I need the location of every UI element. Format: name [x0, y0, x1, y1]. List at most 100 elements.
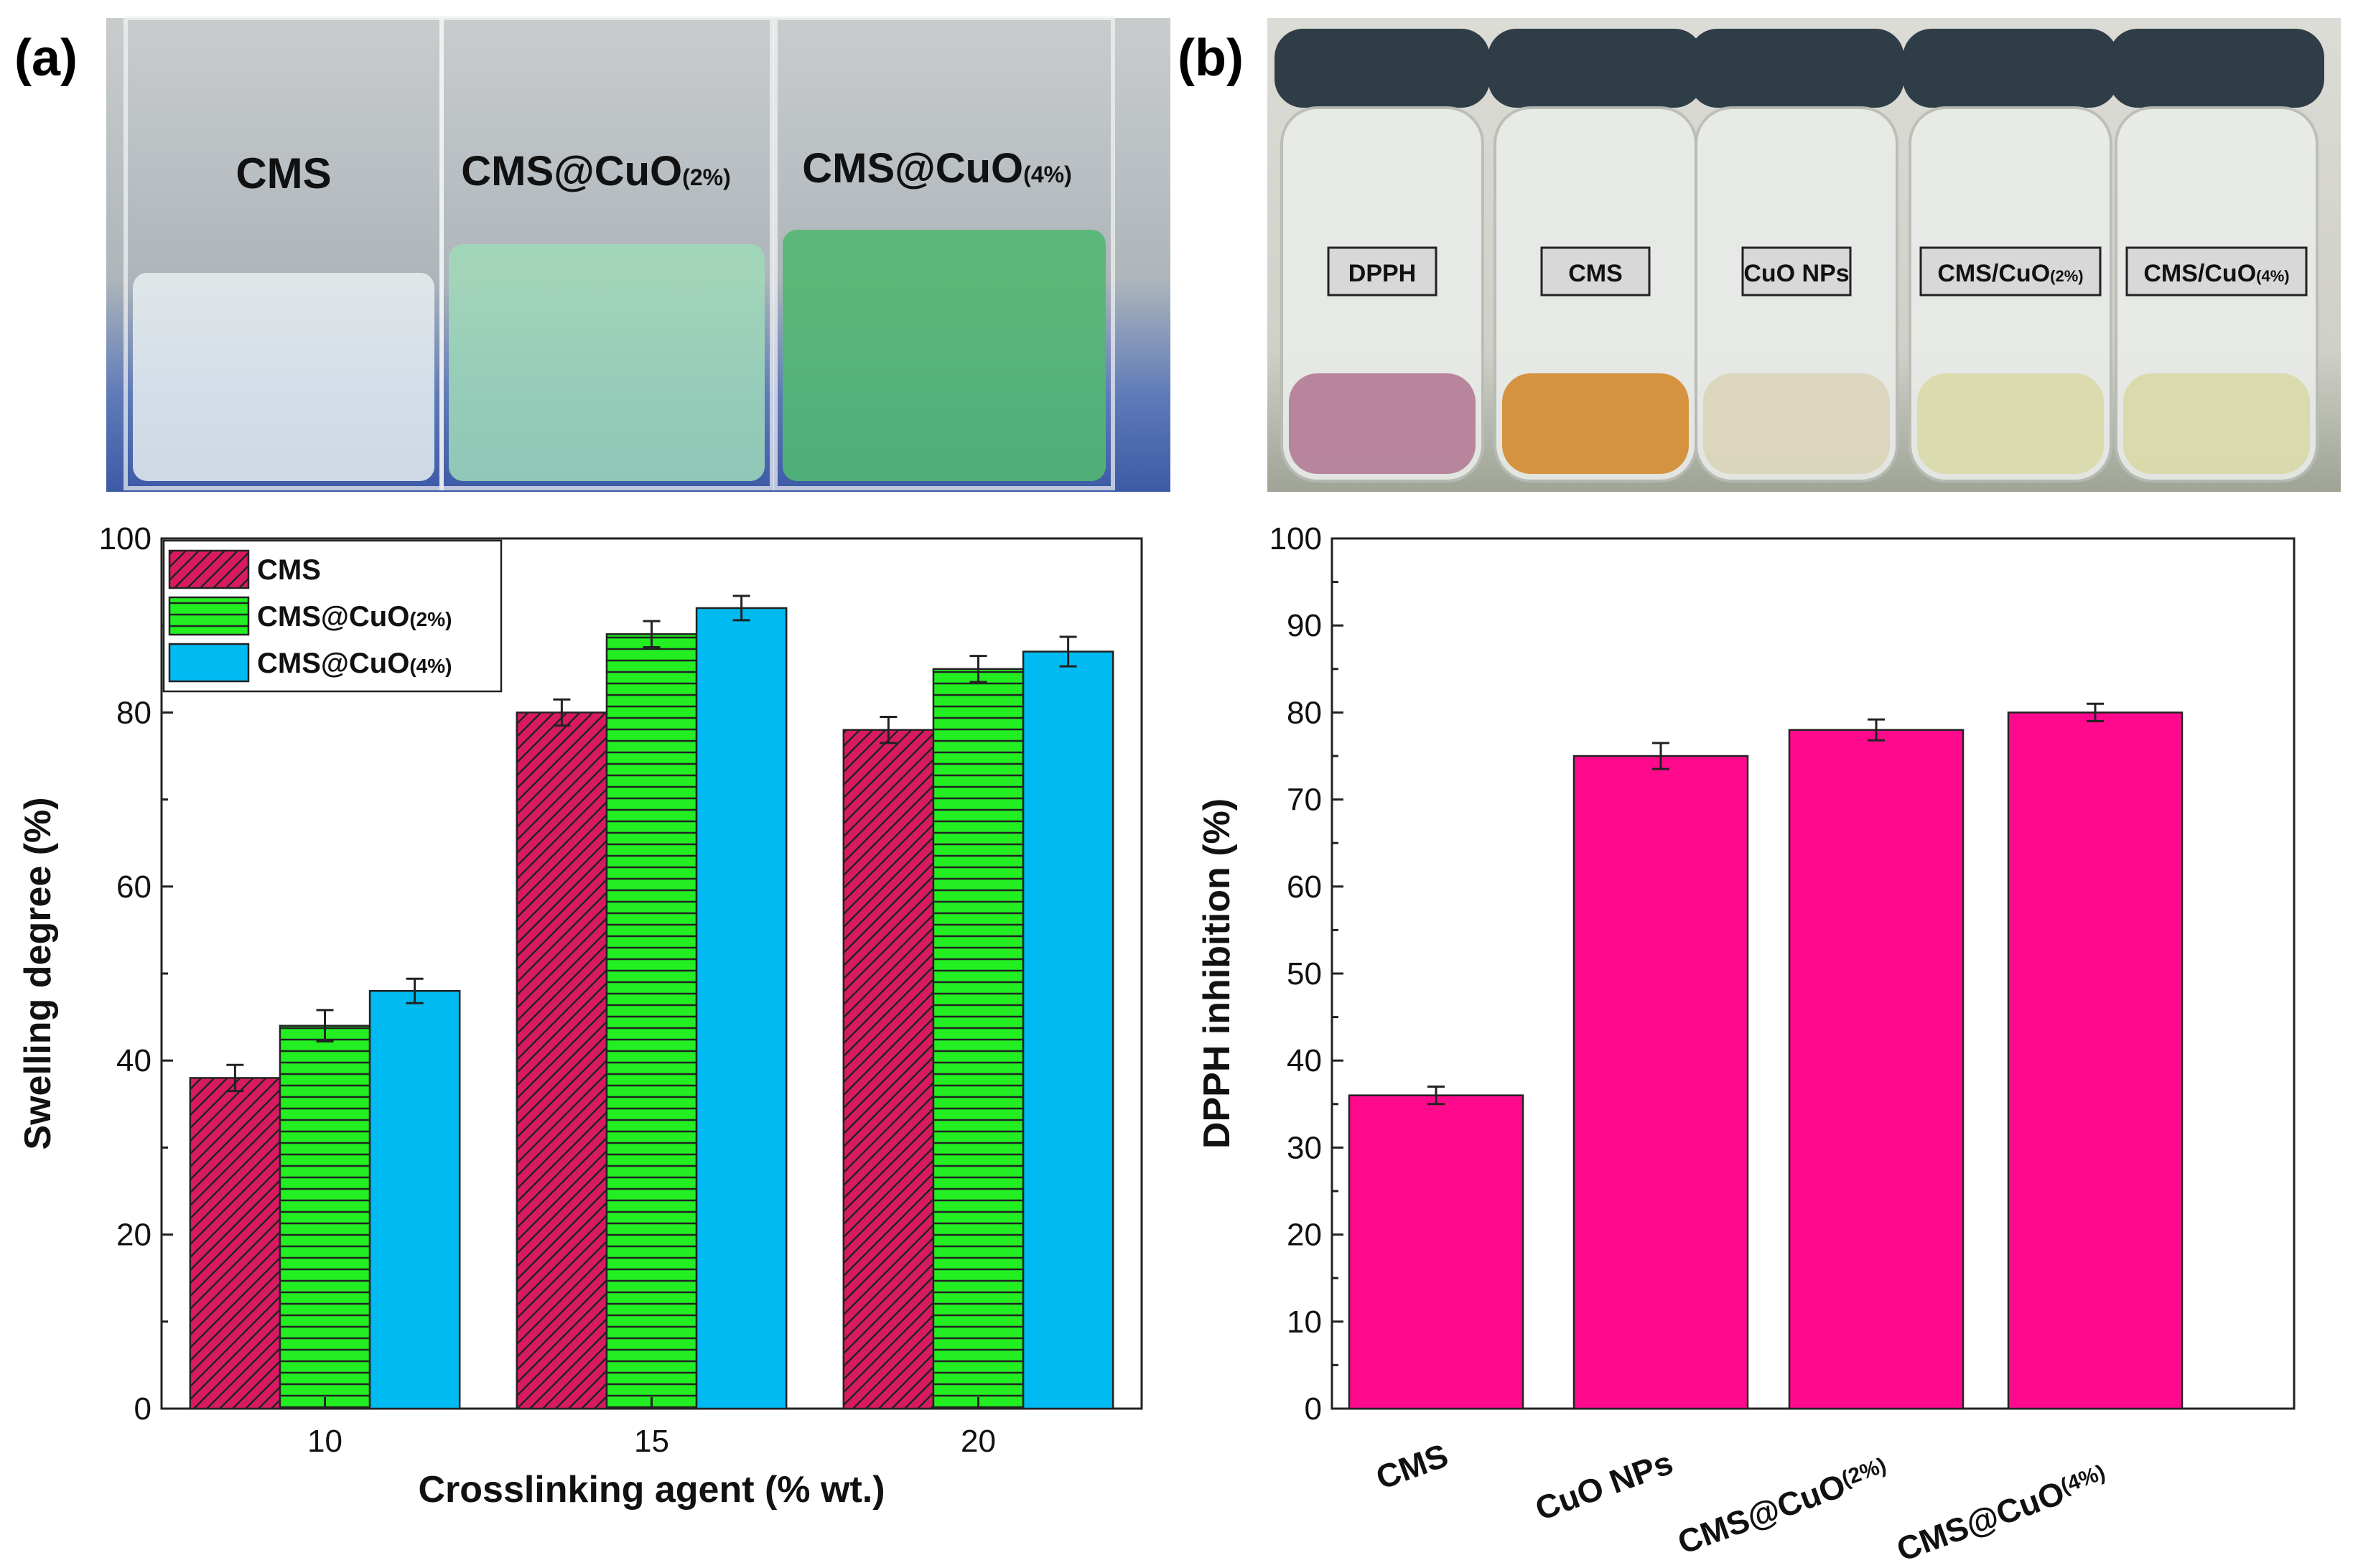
vial-label: CMS/CuO(4%) — [2143, 260, 2289, 287]
legend-entry-name: CMS — [257, 554, 321, 586]
x-category-name: CuO NPs — [1530, 1444, 1677, 1528]
x-category-name: CMS@CuO — [1673, 1466, 1850, 1561]
vial-label: CMS — [1568, 260, 1623, 287]
y-tick-label: 40 — [1287, 1043, 1322, 1078]
y-tick-label: 60 — [116, 869, 152, 905]
y-tick-label: 80 — [1287, 695, 1322, 730]
legend-entry-name: CMS@CuO — [257, 648, 409, 679]
photo-b: DPPH CMS CuO NPs CMS/CuO(2%) CMS/CuO(4%) — [1267, 18, 2341, 492]
vial-liquid — [2123, 373, 2310, 474]
y-tick-label: 0 — [134, 1391, 152, 1427]
vial-tag — [1540, 246, 1651, 297]
vial-liquid — [1917, 373, 2104, 474]
x-tick-label: 15 — [634, 1424, 669, 1459]
bar-swelling — [605, 633, 698, 1410]
vial-row: DPPH CMS CuO NPs CMS/CuO(2%) CMS/CuO(4%) — [1274, 29, 2324, 482]
legend-swatch — [168, 596, 250, 636]
x-tick-label: 10 — [307, 1424, 342, 1459]
y-axis-title: DPPH inhibition (%) — [1196, 798, 1238, 1149]
vial-cap — [1689, 29, 1904, 108]
vial-cap — [1274, 29, 1490, 108]
bar-dpph — [2007, 711, 2184, 1410]
vial-label: CMS/CuO(2%) — [1937, 260, 2083, 287]
x-category-name: CMS — [1371, 1437, 1453, 1497]
legend-swatch — [168, 643, 250, 683]
bar-dpph — [1788, 729, 1965, 1410]
label-subscript: (2%) — [2050, 267, 2083, 285]
label-subscript: (4%) — [2256, 267, 2289, 285]
y-tick-label: 70 — [1287, 783, 1322, 818]
x-category-label: CMS — [1371, 1437, 1453, 1497]
y-tick-label: 60 — [1287, 869, 1322, 905]
vial-label-main: CMS/CuO — [2143, 260, 2256, 287]
bar-swelling — [516, 711, 608, 1410]
x-category-label: CMS@CuO(4%) — [1892, 1458, 2112, 1568]
y-tick-label: 40 — [116, 1043, 152, 1078]
label-subscript: (4%) — [2057, 1460, 2108, 1498]
bar-swelling — [368, 989, 461, 1410]
legend-entry: CMS@CuO(2%) — [257, 601, 452, 633]
vial-label: DPPH — [1348, 260, 1416, 287]
y-tick-label: 20 — [116, 1218, 152, 1253]
vial-liquid — [1502, 373, 1689, 474]
y-tick-label: 10 — [1287, 1305, 1322, 1340]
y-tick-label: 30 — [1287, 1130, 1322, 1165]
bar-swelling — [842, 729, 935, 1410]
vial-tag — [1919, 246, 2102, 297]
photo-a-label-cuo4: CMS@CuO(4%) — [802, 145, 1071, 192]
vial-tag — [2125, 246, 2308, 297]
vial-cap — [1903, 29, 2118, 108]
photo-a: CMS CMS@CuO(2%) CMS@CuO(4%) — [106, 16, 1170, 492]
bar-swelling — [932, 668, 1025, 1410]
vial-tag — [1327, 246, 1437, 297]
legend-swatch — [168, 549, 250, 589]
vial-label: CuO NPs — [1743, 260, 1849, 287]
y-tick-label: 100 — [99, 521, 152, 556]
vial-cap — [1488, 29, 1703, 108]
dpph-chart: 0 10 20 30 40 50 60 70 80 90 100 DPPH inhibition (%… — [1196, 521, 2296, 1568]
bar-dpph — [1572, 755, 1749, 1410]
legend-entry: CMS@CuO(4%) — [257, 648, 452, 679]
vial-label-main: DPPH — [1348, 260, 1416, 287]
vial-tag — [1741, 246, 1852, 297]
bar-swelling — [1022, 650, 1114, 1410]
vial-cms-gel — [133, 273, 434, 481]
bar-swelling — [695, 607, 788, 1410]
x-category-label: CuO NPs — [1530, 1444, 1677, 1528]
vial-label-main: CuO NPs — [1743, 260, 1849, 287]
photo-a-label-cuo2: CMS@CuO(2%) — [461, 148, 730, 195]
label-subscript: (2%) — [1838, 1453, 1889, 1491]
vial-label-main: CMS — [1568, 260, 1623, 287]
x-tick-label: 20 — [961, 1424, 996, 1459]
x-axis-title: Crosslinking agent (% wt.) — [418, 1469, 885, 1511]
vial-cuo4-gel — [783, 230, 1106, 481]
vial-liquid — [1289, 373, 1476, 474]
y-tick-label: 100 — [1269, 521, 1322, 556]
vial-cuo2-glass — [439, 16, 774, 490]
y-tick-label: 80 — [116, 695, 152, 730]
vial-label-main: CMS/CuO — [1937, 260, 2050, 287]
x-category-name: CMS@CuO — [1892, 1473, 2069, 1568]
vial-cuo2-gel — [449, 244, 765, 481]
y-axis-title: Swelling degree (%) — [17, 797, 59, 1149]
y-tick-label: 50 — [1287, 956, 1322, 991]
y-tick-label: 0 — [1305, 1391, 1322, 1427]
panel-label-b: (b) — [1178, 29, 1244, 87]
legend-entry: CMS — [257, 554, 321, 586]
bar-swelling — [279, 1025, 371, 1410]
photo-a-label-cms: CMS — [236, 149, 331, 197]
y-tick-label: 90 — [1287, 608, 1322, 643]
vial-cap — [2109, 29, 2324, 108]
label-subscript: (2%) — [409, 608, 452, 630]
label-subscript: (4%) — [409, 655, 452, 677]
y-tick-label: 20 — [1287, 1218, 1322, 1253]
vial-cuo4-glass — [773, 16, 1115, 490]
panel-label-a: (a) — [14, 29, 78, 87]
vial-liquid — [1703, 373, 1890, 474]
bar-dpph — [1348, 1094, 1524, 1410]
bar-swelling — [189, 1077, 281, 1410]
x-category-label: CMS@CuO(2%) — [1673, 1451, 1893, 1562]
legend-entry-name: CMS@CuO — [257, 601, 409, 633]
swelling-chart: 0 20 40 60 80 100 Swelling degree (%) 10 15 20 Cro… — [17, 521, 1143, 1511]
